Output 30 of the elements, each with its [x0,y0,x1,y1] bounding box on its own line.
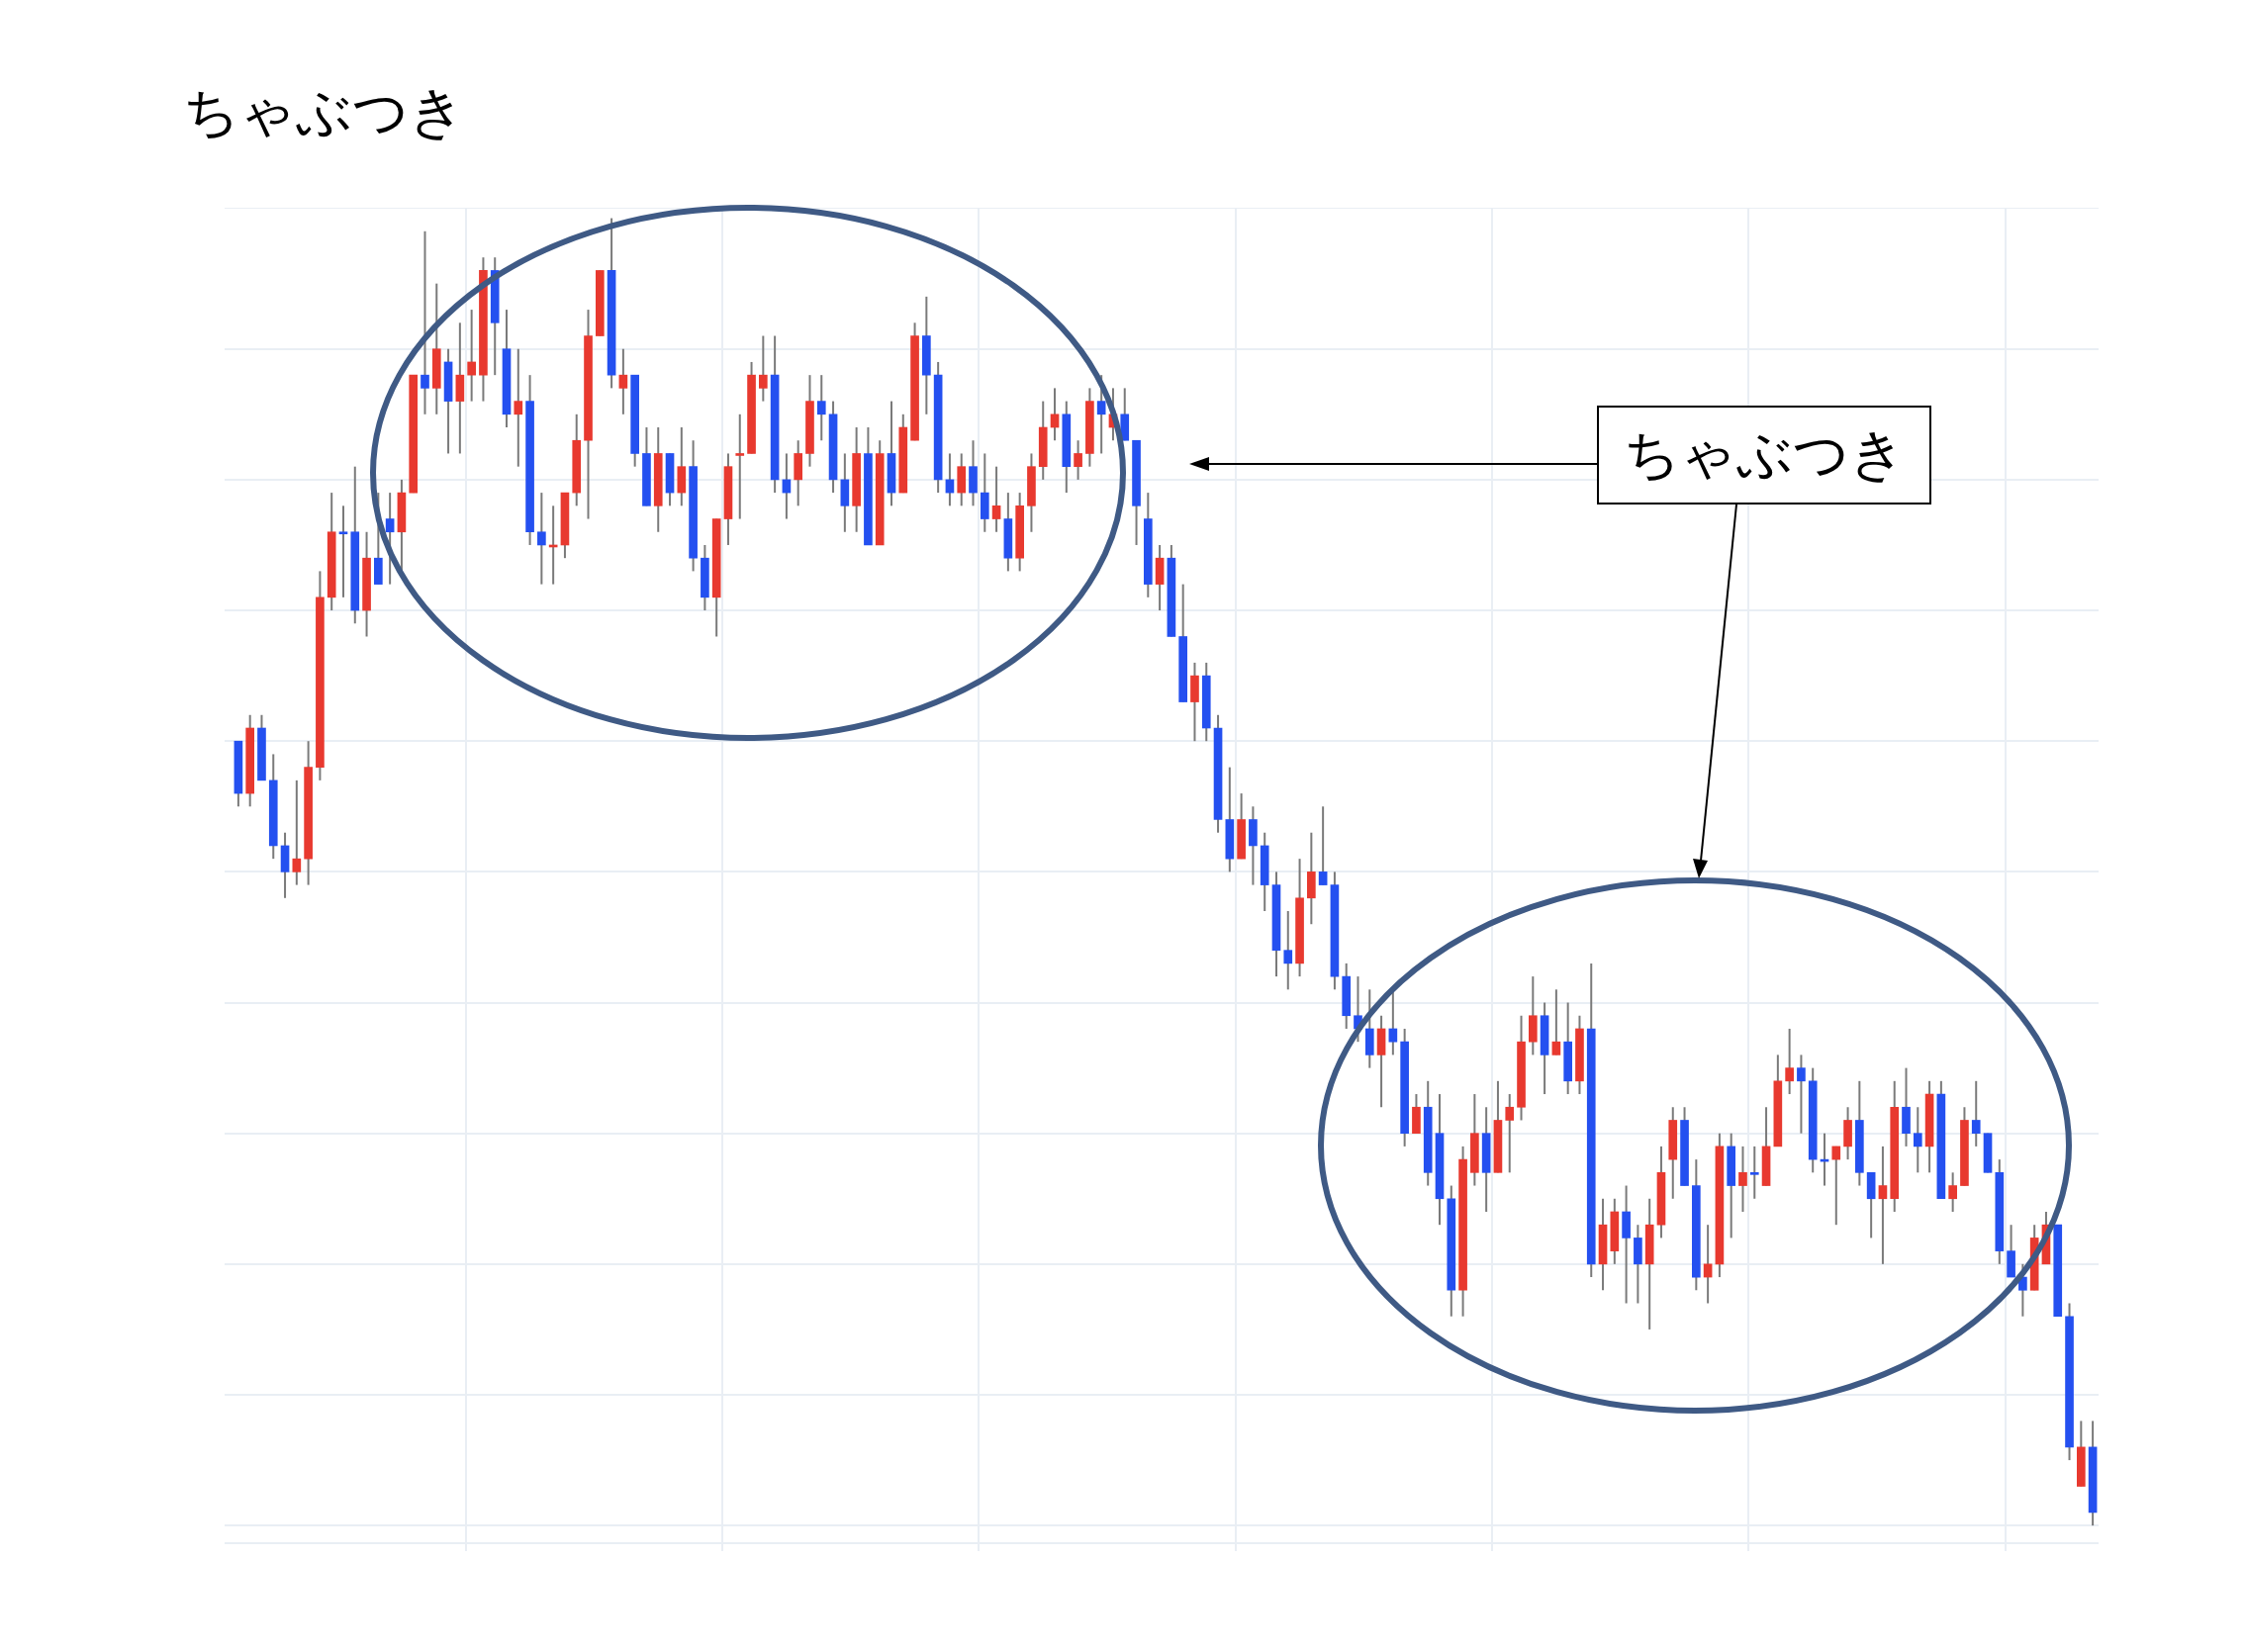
candlestick [1738,1145,1747,1213]
candlestick [759,334,768,403]
candlestick [1283,910,1293,991]
candlestick [385,492,395,586]
candlestick [1785,1027,1794,1096]
candlestick [1318,805,1328,886]
candlestick [1096,374,1106,455]
candlestick [735,413,745,520]
candlestick [467,309,476,403]
candlestick [1551,988,1561,1056]
candlestick [1913,1106,1922,1174]
candlestick [816,374,826,442]
candlestick [338,505,348,598]
candlestick [1074,439,1082,481]
candlestick [1878,1145,1888,1265]
candlestick [421,229,429,415]
candlestick [1948,1171,1957,1213]
candlestick [991,465,1001,533]
candlestick [618,347,628,415]
candlestick [1831,1145,1841,1227]
candlestick [1797,1054,1806,1135]
candlestick [1749,1145,1759,1200]
candlestick [292,779,302,886]
candlestick [1971,1079,1981,1147]
candlestick [1505,1093,1515,1174]
candlestick [514,347,523,468]
annotation: ちゃぶつき [1597,406,1931,505]
chart-title: ちゃぶつき [183,79,465,144]
candlestick [537,492,546,586]
candlestick [1050,387,1060,442]
